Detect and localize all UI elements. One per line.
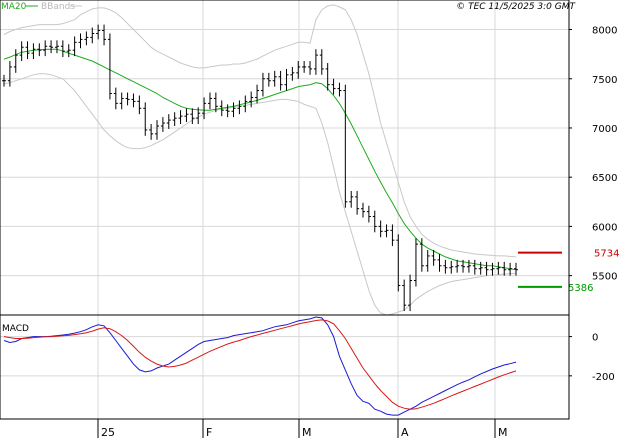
price-tick-label: 8000	[592, 26, 617, 37]
ma20-line	[3, 48, 517, 271]
x-tick-label: F	[206, 426, 212, 439]
price-tick-label: 6500	[592, 173, 617, 184]
copyright-timestamp: © TEC 11/5/2025 3:0 GMT	[456, 2, 576, 12]
level-label: 5734	[594, 249, 619, 260]
legend: MA20 BBands	[1, 2, 82, 12]
price-bars	[2, 24, 518, 312]
macd-tick-label: 0	[592, 333, 598, 344]
macd-tick-label: -200	[592, 372, 615, 383]
macd-title: MACD	[2, 324, 29, 334]
bband-lower	[3, 73, 517, 316]
legend-bbands: BBands	[41, 2, 75, 12]
macd-signal-line	[3, 319, 517, 410]
level-label: 5386	[568, 283, 593, 294]
x-tick-label: A	[401, 426, 409, 439]
price-tick-label: 6000	[592, 222, 617, 233]
macd-gridlines	[0, 315, 569, 419]
price-tick-label: 7000	[592, 124, 617, 135]
x-tick-label: 25	[101, 426, 115, 439]
x-axis: 25 F M A M	[0, 418, 569, 439]
bband-upper	[3, 4, 517, 258]
macd-lines	[3, 316, 517, 416]
x-tick-label: M	[498, 426, 508, 439]
legend-ma20: MA20	[1, 2, 27, 12]
macd-line	[3, 316, 517, 416]
price-tick-label: 5500	[592, 272, 617, 283]
price-levels: 5734 5386	[518, 249, 619, 294]
ma20-polyline	[3, 48, 517, 271]
price-tick-label: 7500	[592, 75, 617, 86]
x-tick-label: M	[302, 426, 312, 439]
bollinger-bands	[3, 4, 517, 316]
